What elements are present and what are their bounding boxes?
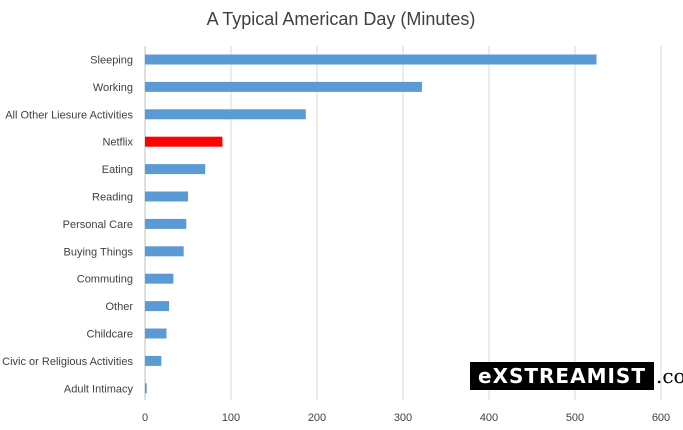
watermark-suffix: .com xyxy=(655,364,683,388)
category-label: Adult Intimacy xyxy=(64,383,134,395)
category-label: Netflix xyxy=(102,137,133,149)
x-tick-label: 300 xyxy=(394,412,412,424)
x-tick-label: 100 xyxy=(222,412,240,424)
category-label: Personal Care xyxy=(63,219,133,231)
bars xyxy=(145,54,597,394)
x-tick-label: 400 xyxy=(480,412,498,424)
category-label: Childcare xyxy=(87,329,133,341)
category-label: Reading xyxy=(92,192,133,204)
category-label: Civic or Religious Activities xyxy=(2,356,133,368)
watermark-logo: eXSTREAMIST .com xyxy=(470,362,683,390)
x-tick-label: 200 xyxy=(308,412,326,424)
bar-commuting xyxy=(145,273,174,284)
category-label: Eating xyxy=(102,164,133,176)
watermark-brand: eXSTREAMIST xyxy=(470,362,654,390)
category-label: All Other Liesure Activities xyxy=(5,109,133,121)
bar-buying-things xyxy=(145,246,184,257)
bar-civic-or-religious-activities xyxy=(145,355,162,366)
x-tick-labels: 0 100 200 300 400 500 600 xyxy=(142,412,670,424)
bar-working xyxy=(145,81,422,92)
gridlines xyxy=(144,46,662,400)
bar-reading xyxy=(145,191,188,202)
bar-all-other-liesure-activities xyxy=(145,109,306,120)
bar-netflix xyxy=(145,136,223,147)
category-labels: Sleeping Working All Other Liesure Activit… xyxy=(2,55,133,396)
bar-other xyxy=(145,301,170,312)
category-label: Working xyxy=(93,82,133,94)
bar-eating xyxy=(145,164,206,175)
x-tick-label: 0 xyxy=(142,412,148,424)
bar-sleeping xyxy=(145,54,597,65)
category-label: Commuting xyxy=(77,274,133,286)
bar-personal-care xyxy=(145,218,187,229)
chart-title: A Typical American Day (Minutes) xyxy=(207,9,476,29)
bar-adult-intimacy xyxy=(145,383,147,394)
x-tick-label: 500 xyxy=(566,412,584,424)
category-label: Buying Things xyxy=(63,246,133,258)
bar-childcare xyxy=(145,328,167,339)
x-tick-label: 600 xyxy=(652,412,670,424)
category-label: Other xyxy=(105,301,133,313)
category-label: Sleeping xyxy=(90,55,133,67)
